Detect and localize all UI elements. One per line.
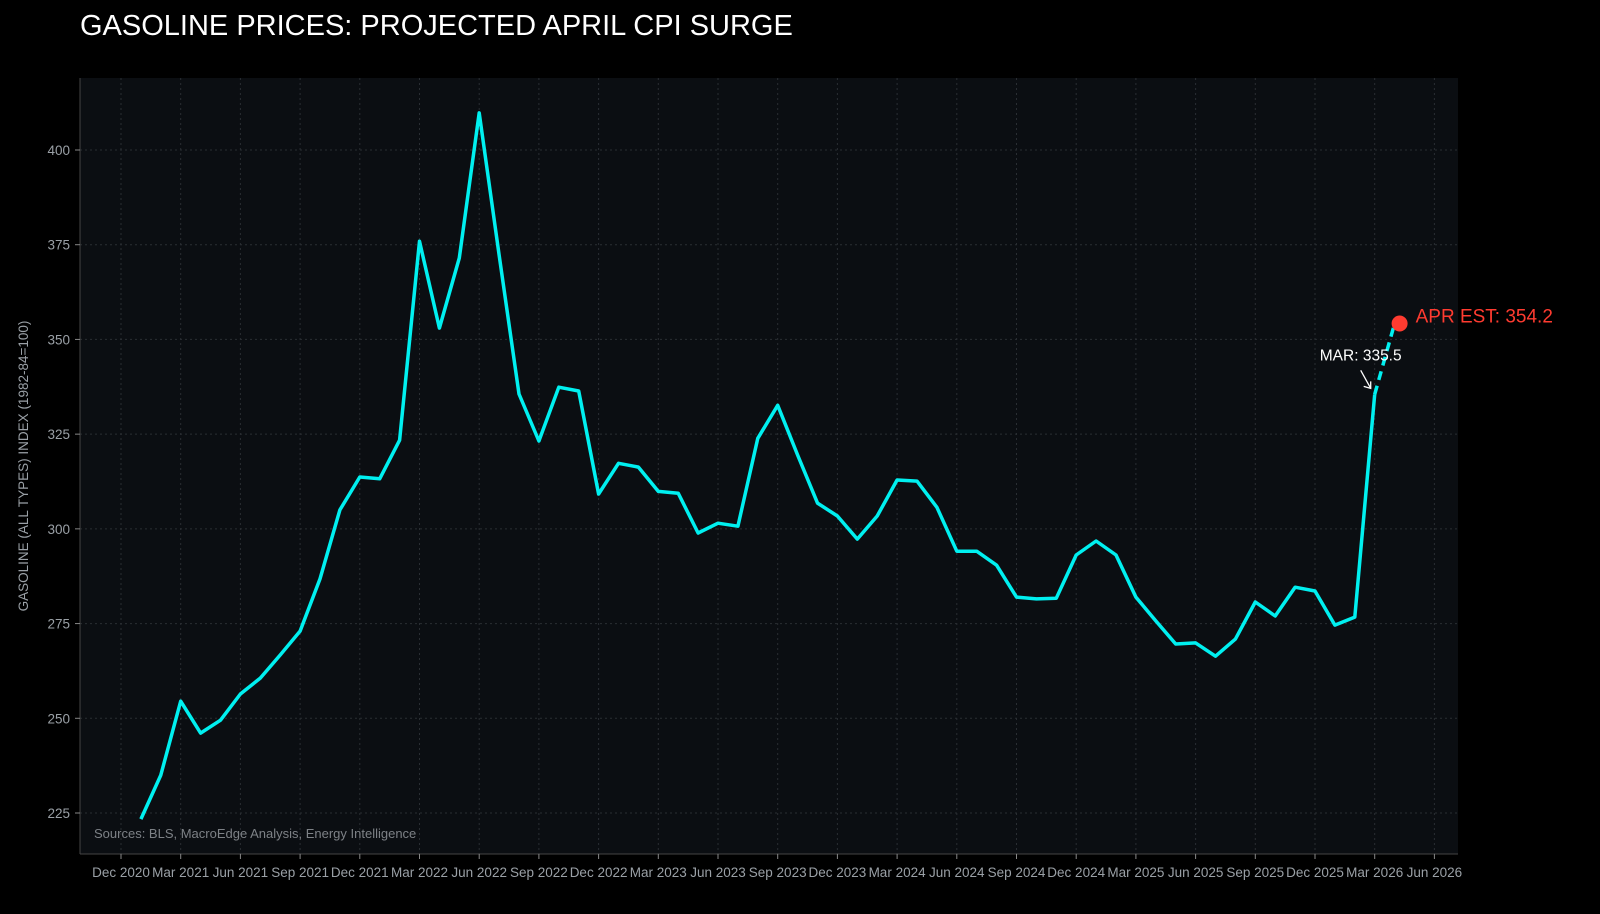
axes: 225 250 275 300 325 350 375 400 Dec 2020 Mar 2021… <box>47 78 1462 880</box>
y-tick-label: 275 <box>47 617 70 632</box>
x-tick-label: Dec 2022 <box>570 865 628 880</box>
series-line-estimate <box>1373 323 1397 395</box>
arrow-head-icon <box>1363 381 1372 390</box>
series-line-actual <box>139 111 1377 820</box>
x-tick-label: Sep 2023 <box>749 865 807 880</box>
x-tick-label: Mar 2021 <box>152 865 209 880</box>
x-tick-label: Mar 2026 <box>1346 865 1403 880</box>
x-tick-label: Dec 2020 <box>92 865 150 880</box>
x-tick-label: Mar 2023 <box>630 865 687 880</box>
chart-title: GASOLINE PRICES: PROJECTED APRIL CPI SUR… <box>80 10 793 42</box>
x-tick-label: Sep 2024 <box>988 865 1046 880</box>
annotation-arrow <box>1360 370 1372 389</box>
estimate-marker <box>1391 315 1408 332</box>
x-tick-label: Jun 2025 <box>1168 865 1224 880</box>
y-tick-label: 300 <box>47 522 70 537</box>
x-tick-label: Mar 2024 <box>869 865 927 880</box>
x-tick-label: Dec 2023 <box>809 865 867 880</box>
x-tick-label: Jun 2022 <box>451 865 507 880</box>
annotation-apr-est: APR EST: 354.2 <box>1416 307 1553 328</box>
x-tick-label: Mar 2025 <box>1107 865 1164 880</box>
grid <box>80 78 1458 854</box>
x-tick-label: Mar 2022 <box>391 865 448 880</box>
y-tick-label: 400 <box>47 143 70 158</box>
x-tick-label: Jun 2023 <box>690 865 746 880</box>
y-axis-label: GASOLINE (ALL TYPES) INDEX (1982-84=100) <box>16 321 31 612</box>
source-note: Sources: BLS, MacroEdge Analysis, Energy… <box>94 826 416 841</box>
x-tick-label: Sep 2021 <box>271 865 329 880</box>
x-tick-label: Jun 2024 <box>929 865 985 880</box>
y-tick-label: 350 <box>47 332 70 347</box>
x-tick-label: Dec 2025 <box>1286 865 1344 880</box>
series <box>139 111 1408 820</box>
x-tick-label: Jun 2021 <box>213 865 269 880</box>
y-tick-label: 325 <box>47 427 70 442</box>
x-tick-label: Dec 2024 <box>1047 865 1105 880</box>
annotation-mar: MAR: 335.5 <box>1320 347 1402 364</box>
y-tick-label: 225 <box>47 806 70 821</box>
x-tick-label: Jun 2026 <box>1407 865 1463 880</box>
plot-area <box>80 78 1458 854</box>
x-tick-label: Sep 2022 <box>510 865 568 880</box>
x-tick-label: Sep 2025 <box>1226 865 1284 880</box>
y-tick-label: 375 <box>47 238 70 253</box>
x-tick-label: Dec 2021 <box>331 865 389 880</box>
y-tick-label: 250 <box>47 711 70 726</box>
